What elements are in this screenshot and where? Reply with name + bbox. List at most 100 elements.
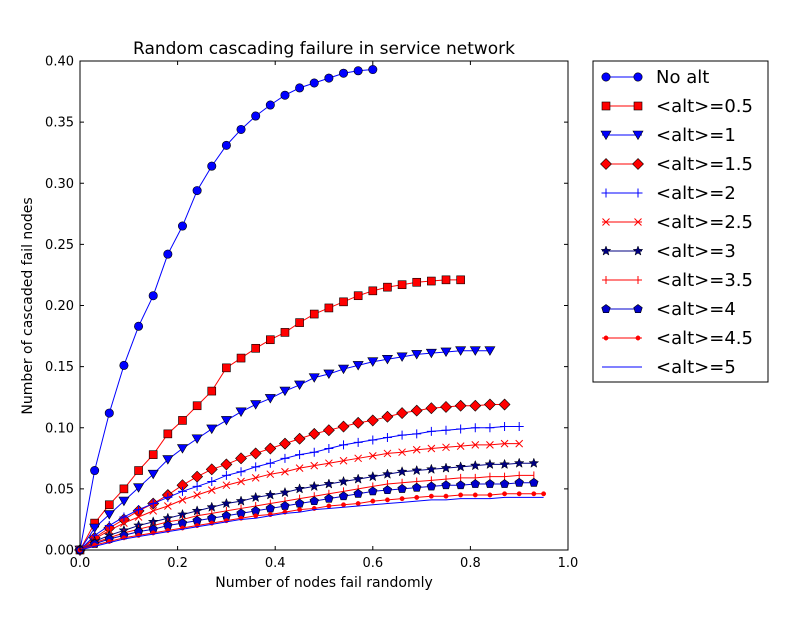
legend-label: <alt>=5 xyxy=(656,357,736,378)
y-tick-label: 0.40 xyxy=(45,55,74,70)
data-point xyxy=(485,479,495,488)
legend-label: <alt>=2 xyxy=(656,183,736,204)
data-point xyxy=(118,496,130,507)
data-point xyxy=(236,467,246,477)
data-point xyxy=(251,474,260,482)
data-point xyxy=(352,361,364,371)
data-point xyxy=(382,485,393,495)
data-point xyxy=(297,507,303,513)
series-line xyxy=(79,474,534,551)
data-point xyxy=(324,303,334,313)
data-point xyxy=(294,498,305,508)
data-point xyxy=(440,401,452,413)
data-point xyxy=(134,466,143,475)
data-point xyxy=(469,346,481,356)
data-point xyxy=(237,477,245,486)
data-point xyxy=(192,481,202,491)
data-point xyxy=(236,353,246,363)
data-point xyxy=(133,483,145,493)
data-point xyxy=(487,492,493,498)
data-point xyxy=(515,439,524,448)
y-tick-label: 0.15 xyxy=(45,360,74,375)
legend-marker xyxy=(601,101,611,111)
legend-entry: <alt>=4.5 xyxy=(602,328,753,349)
data-point xyxy=(251,343,260,353)
y-tick-label: 0.25 xyxy=(45,238,74,253)
data-point xyxy=(265,503,275,513)
data-point xyxy=(178,416,187,425)
data-point xyxy=(324,73,334,83)
data-point xyxy=(337,420,350,433)
data-point xyxy=(442,443,450,452)
x-tick-label: 0.8 xyxy=(460,556,481,571)
data-point xyxy=(426,426,436,436)
data-point xyxy=(456,275,465,285)
data-point xyxy=(458,492,464,498)
data-point xyxy=(470,479,480,488)
data-point xyxy=(295,450,305,460)
data-point xyxy=(441,425,451,435)
data-point xyxy=(513,457,525,468)
data-point xyxy=(397,430,407,440)
data-point xyxy=(425,463,437,474)
legend-marker xyxy=(635,335,641,341)
series-10 xyxy=(77,491,547,553)
data-point xyxy=(220,497,232,509)
legend-label: <alt>=4 xyxy=(656,299,736,320)
data-point xyxy=(148,499,158,509)
data-point xyxy=(472,492,478,498)
data-point xyxy=(281,467,289,476)
data-point xyxy=(383,449,392,458)
data-point xyxy=(454,399,467,412)
data-point xyxy=(384,497,390,503)
legend-entry: <alt>=1.5 xyxy=(600,154,753,175)
data-point xyxy=(324,493,334,503)
legend: No alt <alt>=0.5 <alt>=1 <alt>=1.5 <alt>=2 <a… xyxy=(592,60,769,383)
data-point xyxy=(265,458,275,468)
series-5 xyxy=(75,422,524,555)
data-point xyxy=(266,470,275,479)
data-point xyxy=(221,140,231,150)
data-point xyxy=(353,66,363,76)
data-point xyxy=(411,350,423,360)
legend-marker xyxy=(600,158,612,170)
data-point xyxy=(338,475,349,487)
data-point xyxy=(163,502,172,510)
data-point xyxy=(399,496,405,502)
data-point xyxy=(295,83,305,93)
data-point xyxy=(322,424,335,437)
data-point xyxy=(163,429,173,439)
data-point xyxy=(147,469,159,480)
y-tick-label: 0.05 xyxy=(45,482,74,497)
data-point xyxy=(308,480,320,492)
x-tick-label: 0.0 xyxy=(70,556,91,571)
data-point xyxy=(148,450,158,459)
data-point xyxy=(529,477,539,487)
data-point xyxy=(264,489,276,500)
data-point xyxy=(382,433,392,443)
data-point xyxy=(308,427,321,440)
data-point xyxy=(425,348,437,359)
data-point xyxy=(104,521,114,531)
y-tick-label: 0.00 xyxy=(45,544,74,559)
data-point xyxy=(192,186,202,196)
data-point xyxy=(383,282,392,292)
data-point xyxy=(222,363,231,373)
data-point xyxy=(352,473,364,484)
data-point xyxy=(411,464,423,476)
data-point xyxy=(455,461,467,472)
data-point xyxy=(104,500,114,510)
data-point xyxy=(484,346,496,356)
data-point xyxy=(339,297,348,307)
data-point xyxy=(104,408,114,418)
data-point xyxy=(367,470,379,482)
y-tick-label: 0.20 xyxy=(45,299,74,314)
data-point xyxy=(337,364,350,375)
data-point xyxy=(397,280,407,290)
data-point xyxy=(441,275,451,285)
data-point xyxy=(148,291,158,301)
data-point xyxy=(309,78,319,88)
data-point xyxy=(279,437,291,450)
legend-marker xyxy=(601,72,611,82)
legend-marker xyxy=(633,188,643,198)
